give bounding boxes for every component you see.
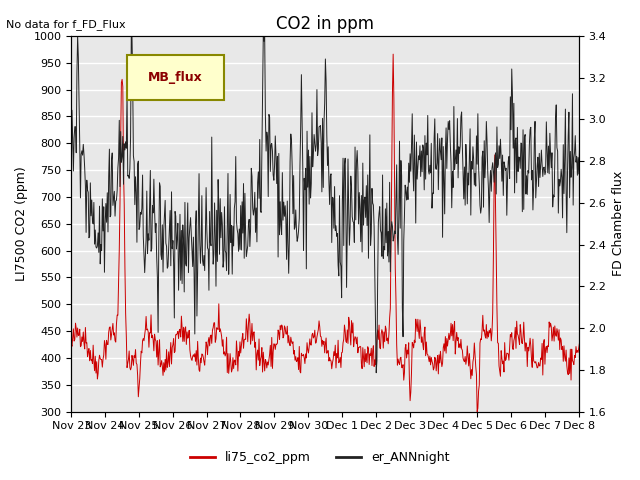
Text: No data for f_FD_Flux: No data for f_FD_Flux — [6, 19, 126, 30]
Text: MB_flux: MB_flux — [148, 71, 203, 84]
FancyBboxPatch shape — [127, 55, 223, 100]
Legend: li75_co2_ppm, er_ANNnight: li75_co2_ppm, er_ANNnight — [186, 446, 454, 469]
Y-axis label: FD Chamber flux: FD Chamber flux — [612, 171, 625, 276]
Y-axis label: LI7500 CO2 (ppm): LI7500 CO2 (ppm) — [15, 167, 28, 281]
Title: CO2 in ppm: CO2 in ppm — [276, 15, 374, 33]
